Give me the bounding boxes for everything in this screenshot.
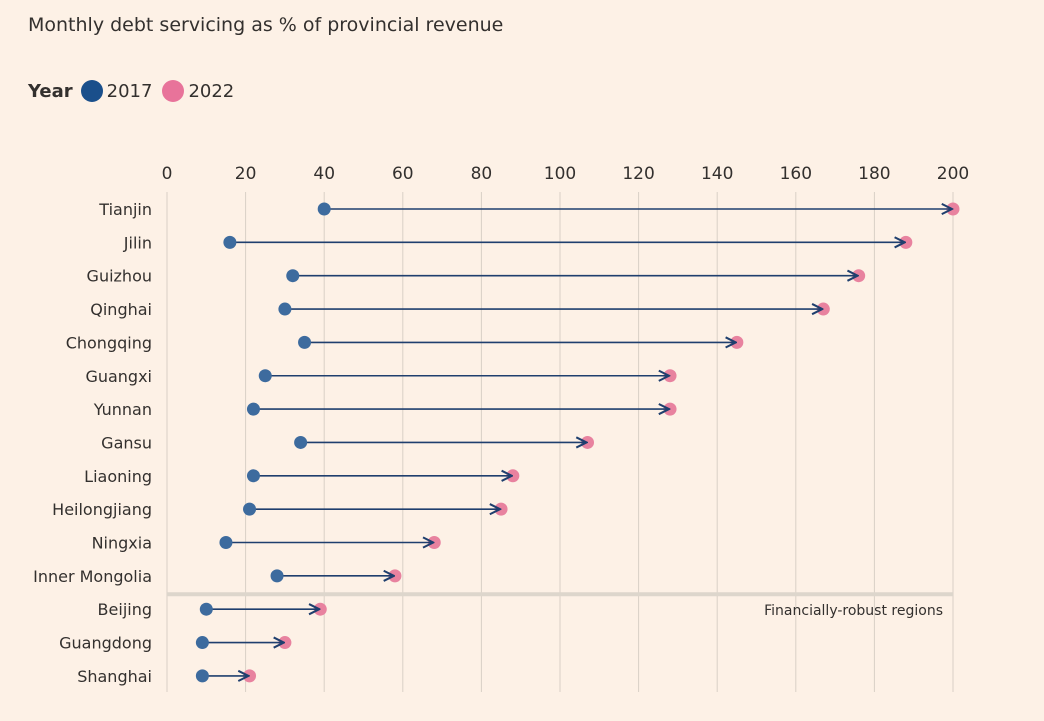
x-tick-label: 0 <box>162 164 173 184</box>
y-category-label: Guangdong <box>59 634 152 653</box>
x-tick-label: 180 <box>858 164 890 184</box>
legend-label-2017: 2017 <box>106 80 153 102</box>
dot-2017 <box>258 369 272 383</box>
y-category-label: Heilongjiang <box>52 500 152 519</box>
dot-2017 <box>278 302 292 316</box>
x-tick-label: 140 <box>701 164 733 184</box>
dot-2017 <box>199 602 213 616</box>
legend-swatch-2017 <box>80 80 103 102</box>
y-category-label: Beijing <box>98 600 152 619</box>
y-category-label: Guizhou <box>87 267 152 286</box>
dot-2017 <box>246 469 260 483</box>
x-tick-label: 80 <box>471 164 493 184</box>
y-category-label: Jilin <box>123 233 152 252</box>
dot-2017 <box>317 202 331 216</box>
dot-2017 <box>298 335 312 349</box>
dot-2017 <box>294 435 308 449</box>
legend: Year 2017 2022 <box>28 80 244 102</box>
y-category-label: Yunnan <box>93 400 152 419</box>
dot-2017 <box>195 636 209 650</box>
dot-2017 <box>246 402 260 416</box>
y-category-label: Chongqing <box>66 333 152 352</box>
y-category-label: Ningxia <box>92 534 152 553</box>
dot-2017 <box>223 235 237 249</box>
x-tick-label: 200 <box>937 164 969 184</box>
legend-label-2022: 2022 <box>188 80 235 102</box>
x-tick-label: 160 <box>780 164 812 184</box>
x-tick-label: 100 <box>544 164 576 184</box>
x-tick-label: 40 <box>313 164 335 184</box>
y-category-label: Shanghai <box>77 667 152 686</box>
y-category-label: Inner Mongolia <box>33 567 152 586</box>
y-category-label: Tianjin <box>98 200 152 219</box>
legend-swatch-2022 <box>162 80 185 102</box>
annotation: Financially-robust regions <box>764 603 943 619</box>
y-category-label: Gansu <box>101 433 152 452</box>
dot-2017 <box>270 569 284 583</box>
dot-2017 <box>243 502 257 516</box>
x-tick-label: 20 <box>235 164 257 184</box>
y-category-label: Liaoning <box>84 467 152 486</box>
dot-2017 <box>219 536 233 549</box>
x-tick-label: 120 <box>622 164 654 184</box>
y-category-label: Guangxi <box>85 367 152 386</box>
x-tick-label: 60 <box>392 164 414 184</box>
legend-title: Year <box>28 80 73 102</box>
chart-title: Monthly debt servicing as % of provincia… <box>28 14 504 36</box>
dot-2017 <box>286 269 300 283</box>
y-category-label: Qinghai <box>90 300 152 319</box>
dot-2017 <box>195 669 209 683</box>
